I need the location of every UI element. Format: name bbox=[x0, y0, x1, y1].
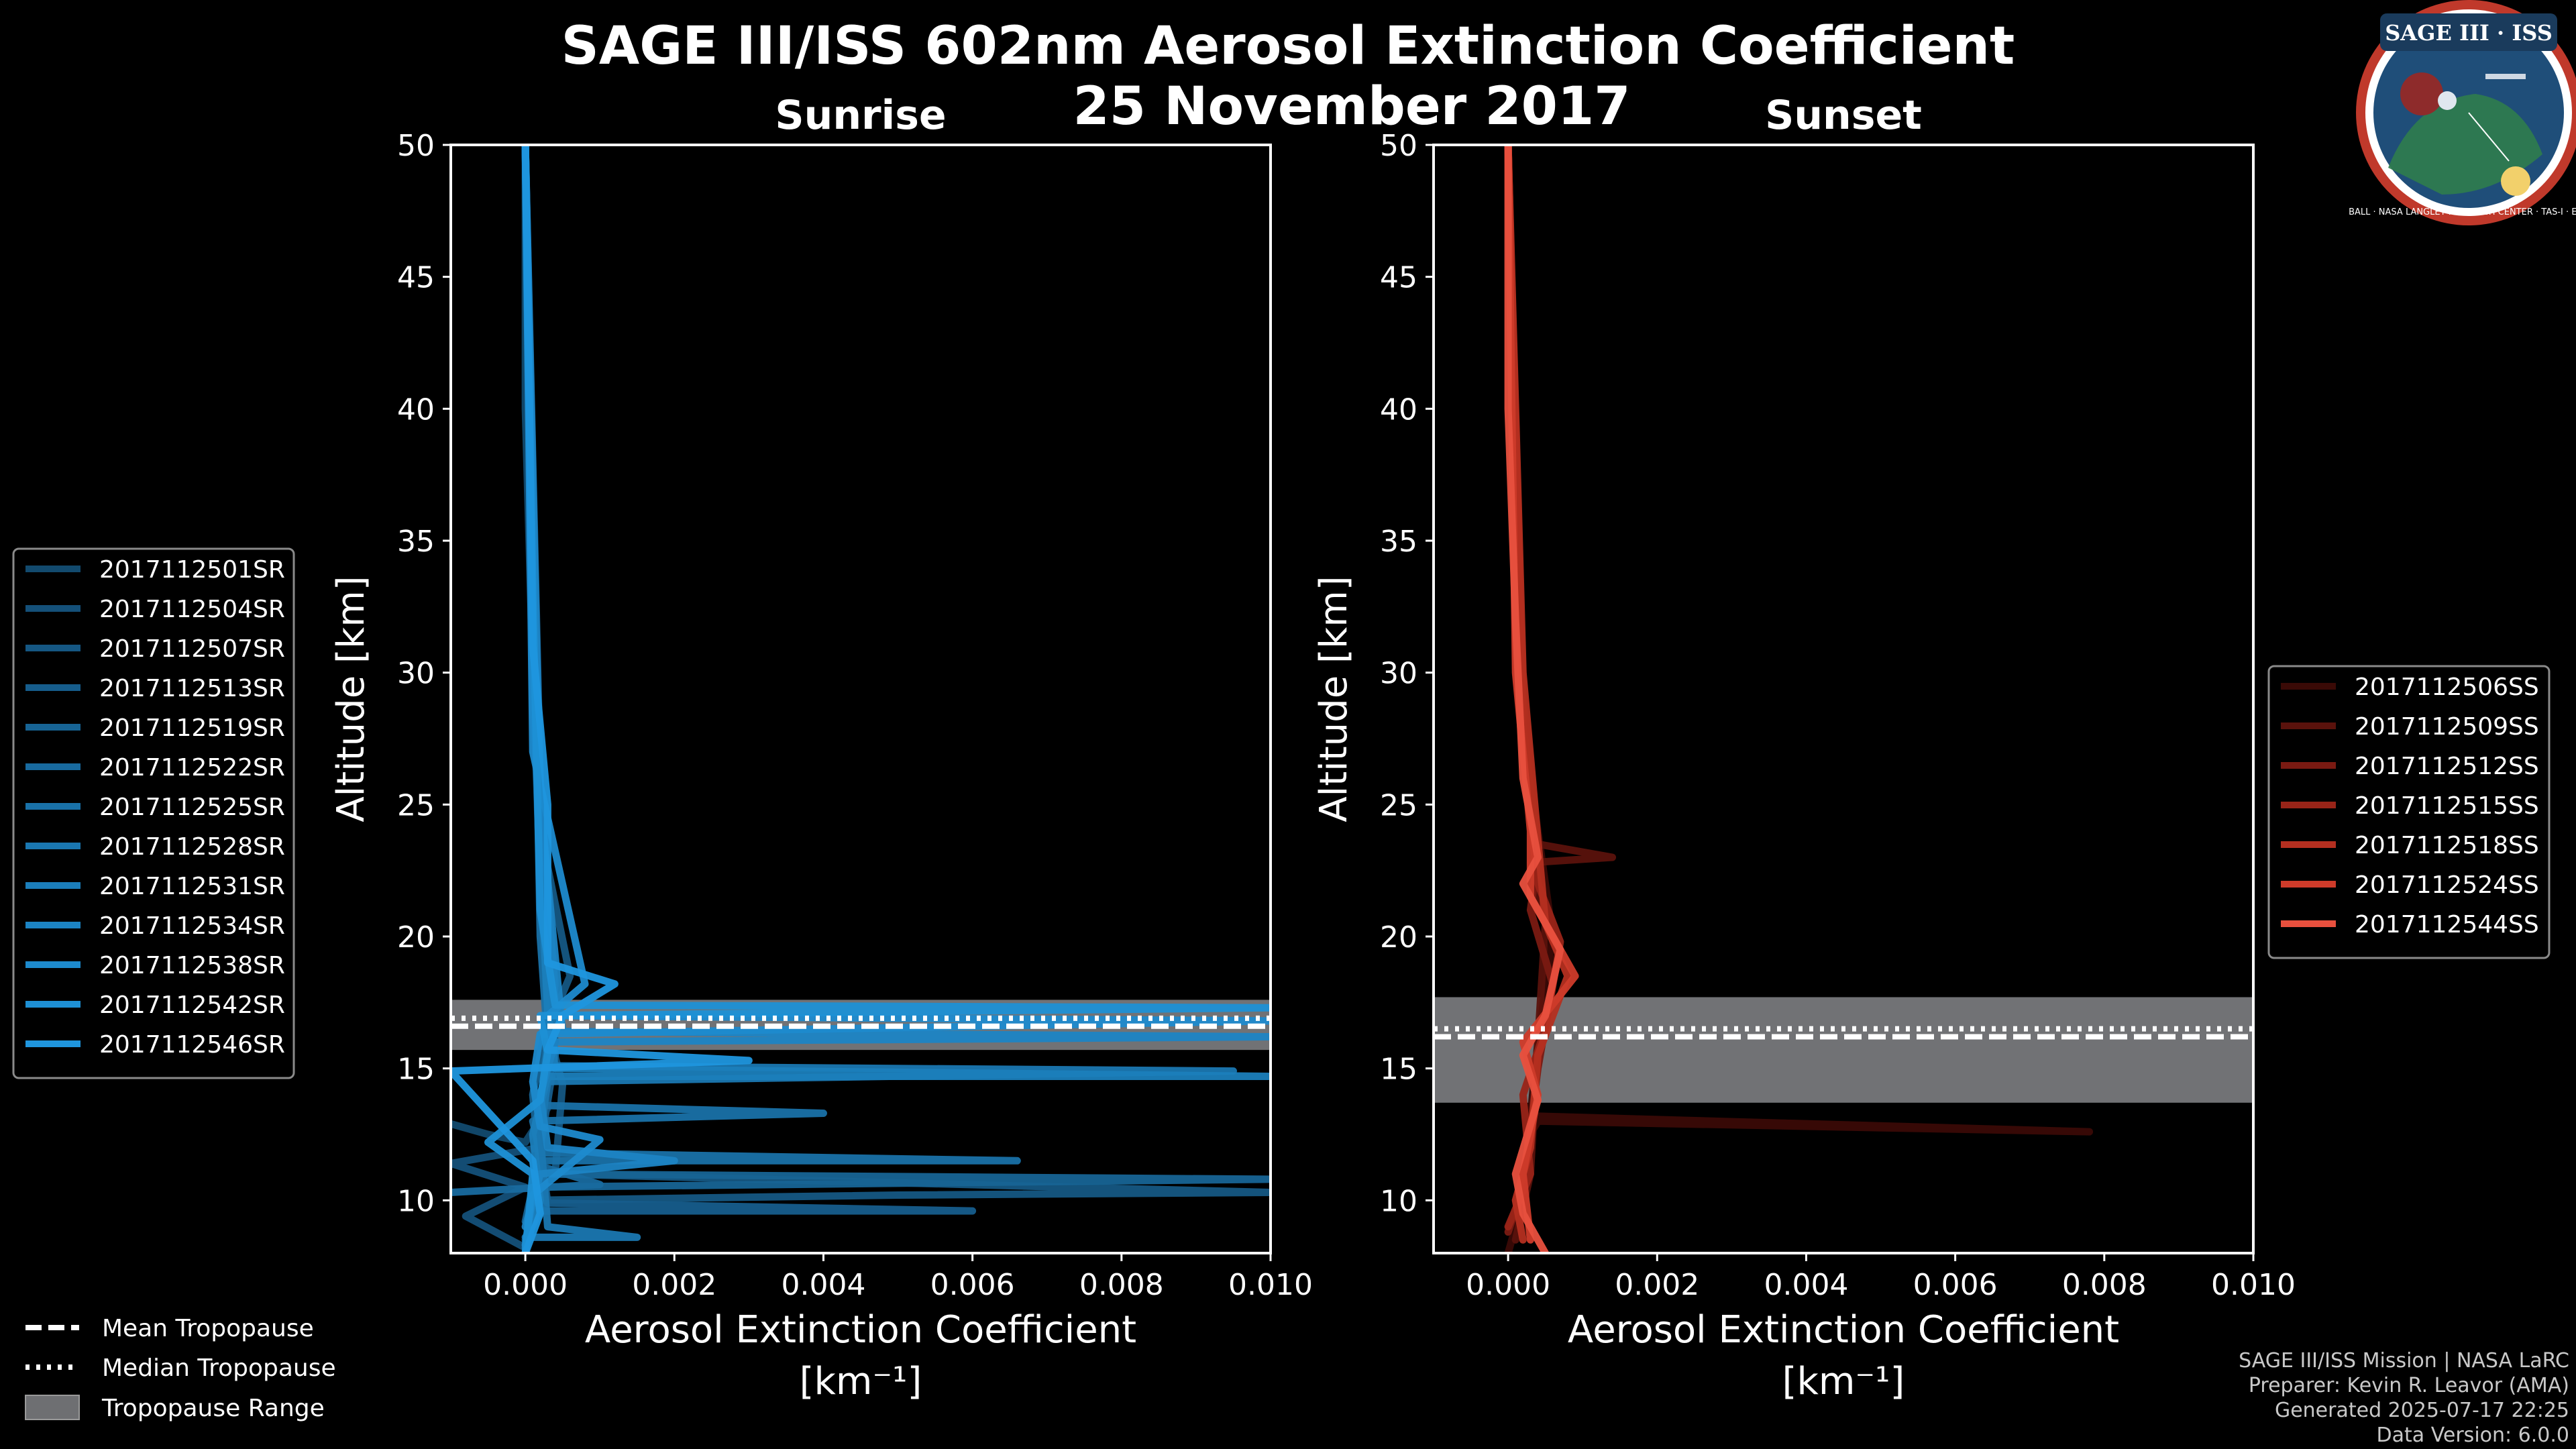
sunrise-ylabel: Altitude [km] bbox=[329, 576, 373, 822]
sunset-xtick-label: 0.002 bbox=[1615, 1268, 1699, 1302]
sunrise-panel-title: Sunrise bbox=[775, 92, 946, 139]
sunset-ytick-label: 45 bbox=[1380, 261, 1417, 295]
sunset-xtick-label: 0.008 bbox=[2062, 1268, 2147, 1302]
sunrise-axes-frame bbox=[449, 144, 1272, 1254]
sunrise-legend-label: 2017112501SR bbox=[99, 556, 285, 584]
moon-icon bbox=[2438, 91, 2457, 110]
sunrise-legend-label: 2017112525SR bbox=[99, 794, 285, 821]
logo-banner bbox=[2380, 13, 2557, 51]
sunrise-xtick-label: 0.000 bbox=[483, 1268, 568, 1302]
sunset-ytick-label: 35 bbox=[1380, 525, 1417, 559]
sunset-legend-label: 2017112524SS bbox=[2355, 871, 2539, 899]
sunrise-ytick-label: 30 bbox=[397, 657, 435, 691]
sunrise-legend-label: 2017112507SR bbox=[99, 635, 285, 663]
sunset-legend-label: 2017112518SS bbox=[2355, 832, 2539, 859]
sunset-xtick-label: 0.000 bbox=[1466, 1268, 1550, 1302]
sunset-legend-label: 2017112544SS bbox=[2355, 911, 2539, 938]
sunrise-xtick-label: 0.010 bbox=[1228, 1268, 1313, 1302]
sunrise-legend-label: 2017112531SR bbox=[99, 873, 285, 900]
sunrise-legend-label: 2017112528SR bbox=[99, 833, 285, 861]
credit-generated: Generated 2025-07-17 22:25 bbox=[2275, 1399, 2569, 1422]
sunrise-legend-label: 2017112542SR bbox=[99, 991, 285, 1019]
sunrise-ytick-label: 25 bbox=[397, 788, 435, 822]
sunrise-legend-label: 2017112546SR bbox=[99, 1031, 285, 1059]
sunrise-legend-box bbox=[12, 547, 295, 1079]
sunrise-panel: 0.000 0.002 0.004 0.006 0.008 0.010 10 15 20 25 30… bbox=[329, 92, 1313, 1403]
sunset-legend-box bbox=[2267, 665, 2551, 959]
sunrise-plot-area bbox=[451, 145, 1271, 1253]
sunset-ytick-label: 20 bbox=[1380, 920, 1417, 955]
sunset-ytick-label: 50 bbox=[1380, 129, 1417, 163]
sunrise-xlabel: Aerosol Extinction Coefficient bbox=[585, 1308, 1136, 1352]
scientist-figure-icon bbox=[2400, 72, 2443, 115]
sunset-xlabel-units: [km⁻¹] bbox=[1782, 1360, 1905, 1403]
sunrise-series-2017112546SR bbox=[451, 145, 753, 1253]
sunrise-ytick-label: 45 bbox=[397, 261, 435, 295]
sunrise-xtick-label: 0.006 bbox=[930, 1268, 1015, 1302]
sunrise-legend-label: 2017112504SR bbox=[99, 596, 285, 623]
sunset-xlabel: Aerosol Extinction Coefficient bbox=[1568, 1308, 2119, 1352]
sunset-ytick-label: 40 bbox=[1380, 392, 1417, 427]
sunset-ytick-label: 15 bbox=[1380, 1053, 1417, 1087]
sunset-xtick-label: 0.006 bbox=[1913, 1268, 1998, 1302]
sunset-tropopause-range bbox=[1434, 997, 2253, 1103]
sunset-legend: 2017112506SS 2017112509SS 2017112512SS 2017… bbox=[2267, 665, 2551, 959]
logo-text: SAGE III · ISS bbox=[2385, 20, 2553, 46]
figure-date: 25 November 2017 bbox=[1073, 76, 1630, 137]
sunrise-xlabel-units: [km⁻¹] bbox=[800, 1360, 922, 1403]
sunrise-xtick-label: 0.004 bbox=[781, 1268, 865, 1302]
sunrise-xtick-label: 0.008 bbox=[1079, 1268, 1164, 1302]
sunset-xtick-label: 0.010 bbox=[2211, 1268, 2296, 1302]
sunset-series-2017112544SS bbox=[1504, 145, 1564, 1253]
sunrise-ytick-label: 20 bbox=[397, 920, 435, 955]
sunrise-ytick-label: 50 bbox=[397, 129, 435, 163]
credit-preparer: Preparer: Kevin R. Leavor (AMA) bbox=[2249, 1374, 2569, 1397]
logo-ring-text: BALL · NASA LANGLEY RESEARCH CENTER · TA… bbox=[2349, 207, 2576, 217]
sunrise-plot-content bbox=[451, 145, 1271, 1253]
sunset-ytick-label: 30 bbox=[1380, 657, 1417, 691]
sunset-ylabel: Altitude [km] bbox=[1312, 576, 1356, 822]
credits: SAGE III/ISS Mission | NASA LaRC Prepare… bbox=[2239, 1349, 2569, 1447]
logo-beam bbox=[2468, 112, 2510, 162]
sunrise-legend-label: 2017112534SR bbox=[99, 912, 285, 940]
tropopause-range-swatch bbox=[25, 1395, 80, 1420]
sunrise-ytick-label: 10 bbox=[397, 1184, 435, 1218]
sunset-ytick-label: 25 bbox=[1380, 788, 1417, 822]
sunrise-ytick-label: 40 bbox=[397, 392, 435, 427]
sunset-legend-label: 2017112515SS bbox=[2355, 792, 2539, 820]
tropopause-legend: Mean Tropopause Median Tropopause Tropop… bbox=[25, 1315, 336, 1422]
credit-mission: SAGE III/ISS Mission | NASA LaRC bbox=[2239, 1349, 2569, 1373]
sunrise-ytick-label: 35 bbox=[397, 525, 435, 559]
mean-tropopause-label: Mean Tropopause bbox=[102, 1315, 314, 1342]
sunrise-legend: 2017112501SR 2017112504SR 2017112507SR 2017… bbox=[12, 547, 295, 1079]
median-tropopause-label: Median Tropopause bbox=[102, 1354, 336, 1382]
tropopause-range-label: Tropopause Range bbox=[101, 1395, 325, 1422]
sunset-axes-frame bbox=[1432, 144, 2255, 1254]
sunset-legend-label: 2017112512SS bbox=[2355, 753, 2539, 780]
sunset-xtick-label: 0.004 bbox=[1764, 1268, 1848, 1302]
earth-icon bbox=[2388, 94, 2542, 195]
sunset-legend-label: 2017112509SS bbox=[2355, 713, 2539, 741]
sunrise-legend-label: 2017112538SR bbox=[99, 952, 285, 979]
sunset-plot-content bbox=[1434, 145, 2253, 1253]
sunrise-legend-label: 2017112522SR bbox=[99, 754, 285, 782]
space-station-icon bbox=[2485, 74, 2526, 79]
sunrise-xtick-label: 0.002 bbox=[632, 1268, 716, 1302]
figure-title: SAGE III/ISS 602nm Aerosol Extinction Co… bbox=[561, 16, 2015, 76]
sun-icon bbox=[2501, 166, 2530, 196]
sage-iii-iss-logo: SAGE III · ISS BALL · NASA LANGLEY RESEA… bbox=[2349, 0, 2576, 225]
sunset-legend-label: 2017112506SS bbox=[2355, 674, 2539, 701]
sunrise-ytick-label: 15 bbox=[397, 1053, 435, 1087]
sunrise-legend-label: 2017112513SR bbox=[99, 675, 285, 702]
sunset-panel: 0.000 0.002 0.004 0.006 0.008 0.010 10 15 20 25 30… bbox=[1312, 92, 2296, 1403]
credit-data-version: Data Version: 6.0.0 bbox=[2377, 1424, 2569, 1447]
sunset-ytick-label: 10 bbox=[1380, 1184, 1417, 1218]
sunset-panel-title: Sunset bbox=[1765, 92, 1922, 139]
sunrise-legend-label: 2017112519SR bbox=[99, 714, 285, 742]
